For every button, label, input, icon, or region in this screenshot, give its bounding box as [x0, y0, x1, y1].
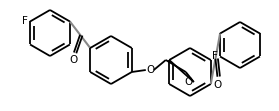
Text: O: O: [147, 65, 155, 75]
Text: F: F: [22, 16, 28, 26]
Text: O: O: [184, 77, 193, 87]
Text: O: O: [70, 56, 78, 65]
Text: O: O: [213, 80, 222, 90]
Text: F: F: [212, 52, 218, 61]
